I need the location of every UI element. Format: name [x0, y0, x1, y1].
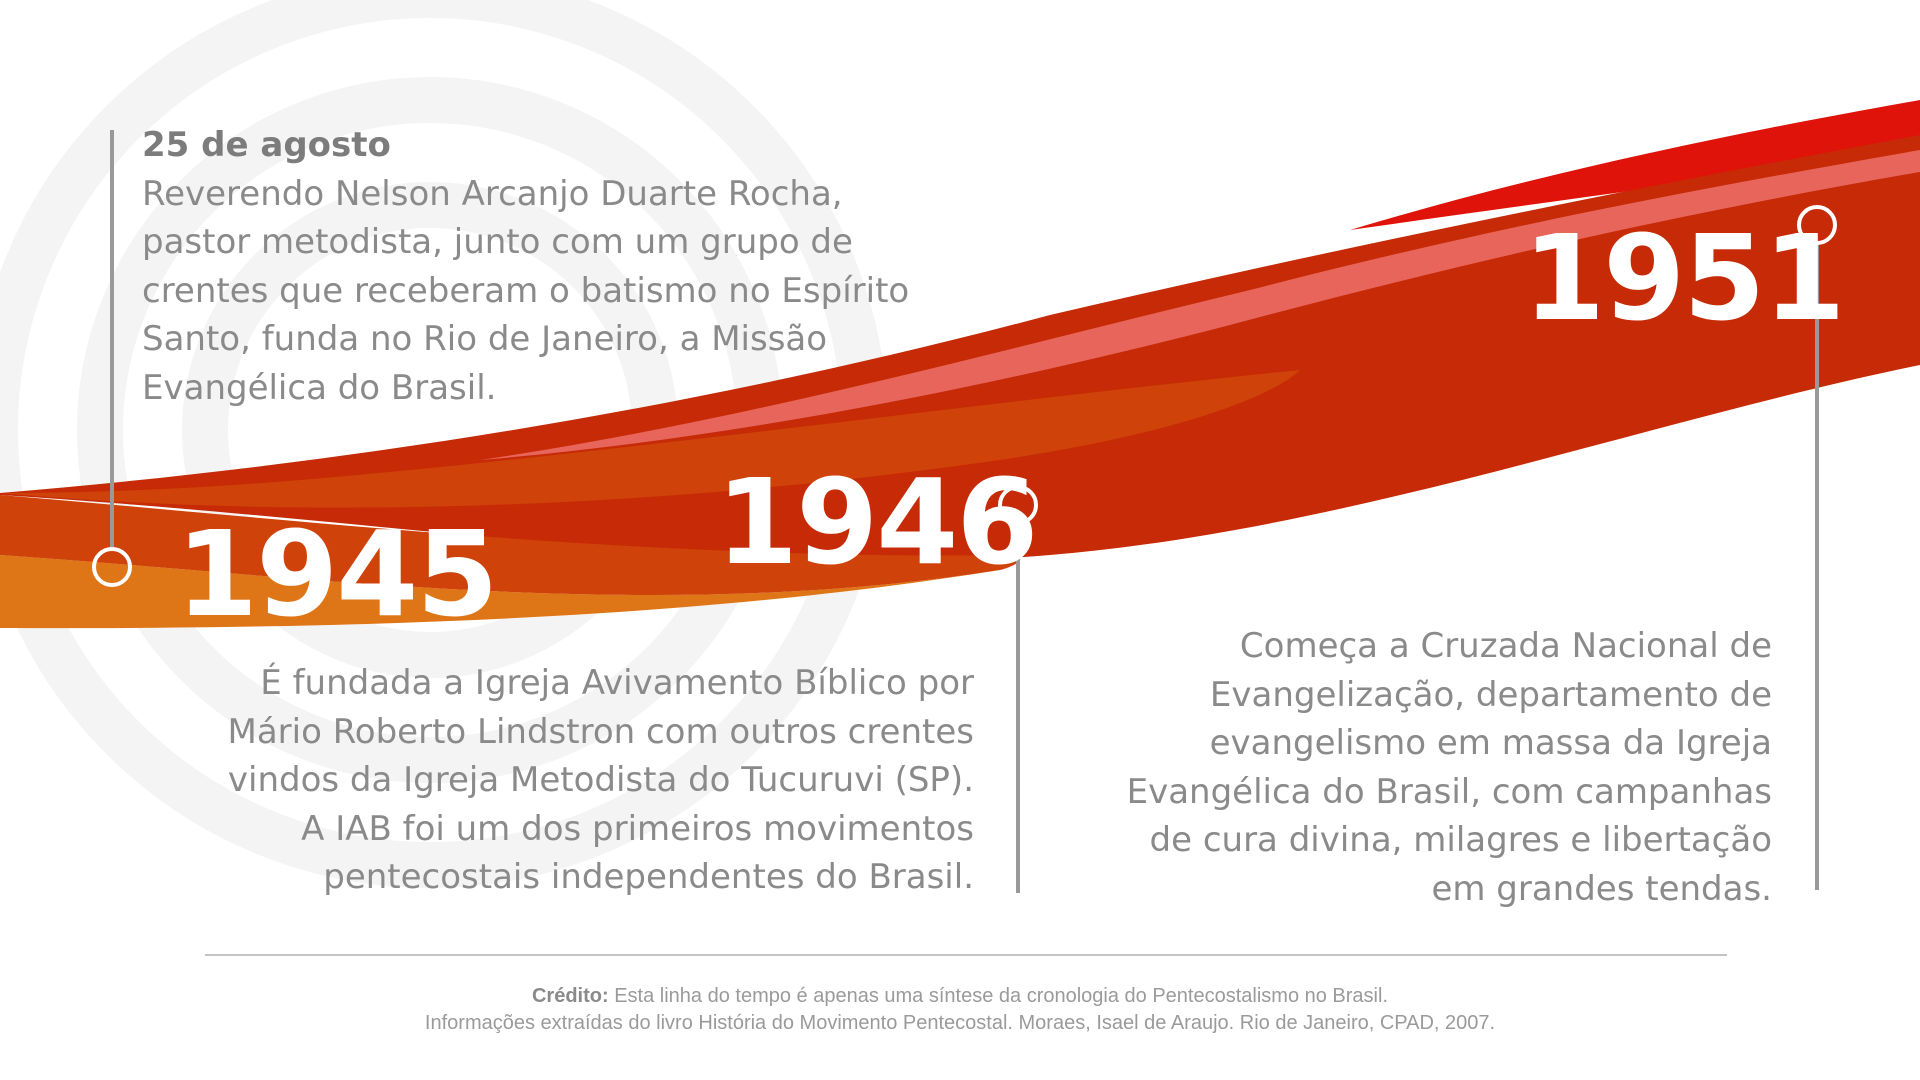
timeline-ribbon	[0, 100, 1920, 629]
ribbon-orange-band	[0, 555, 1000, 629]
event-1951-line-6: em grandes tendas.	[1431, 868, 1772, 909]
year-1946: 1946	[716, 453, 1038, 591]
ribbon-light-red-band	[480, 150, 1920, 460]
event-1946-text: É fundada a Igreja Avivamento Bíblico po…	[100, 659, 975, 902]
event-1945-line-5: Evangélica do Brasil.	[142, 367, 497, 408]
year-1951: 1951	[1523, 209, 1845, 347]
event-1946-line-4: A IAB foi um dos primeiros movimentos	[301, 808, 974, 849]
ribbon-dark-orange-lower	[0, 495, 1021, 595]
footer-divider	[205, 954, 1727, 956]
event-1951-line-5: de cura divina, milagres e libertação	[1149, 820, 1772, 860]
event-1946-line-2: Mário Roberto Lindstron com outros crent…	[227, 711, 975, 752]
event-1946-line-5: pentecostais independentes do Brasil.	[323, 857, 974, 897]
credit-line: Crédito: Esta linha do tempo é apenas um…	[0, 983, 1920, 1010]
footer-credit: Crédito: Esta linha do tempo é apenas um…	[0, 983, 1920, 1037]
event-1951-text: Começa a Cruzada Nacional de Evangelizaç…	[1060, 622, 1772, 913]
marker-1951	[1797, 205, 1837, 890]
event-1946-line-1: É fundada a Igreja Avivamento Bíblico po…	[260, 663, 974, 703]
marker-1945	[92, 130, 132, 587]
year-1945: 1945	[176, 505, 498, 643]
ribbon-dark-orange-band	[0, 370, 1300, 508]
event-1951-line-2: Evangelização, departamento de	[1209, 674, 1772, 715]
event-1951-line-4: Evangélica do Brasil, com campanhas	[1126, 771, 1772, 812]
event-1945-line-1: Reverendo Nelson Arcanjo Duarte Rocha,	[142, 173, 843, 214]
ribbon-bright-red-band	[1350, 100, 1920, 230]
event-1946-line-3: vindos da Igreja Metodista do Tucuruvi (…	[227, 760, 974, 800]
event-1945-line-4: Santo, funda no Rio de Janeiro, a Missão	[142, 319, 828, 359]
source-line: Informações extraídas do livro História …	[424, 1012, 1496, 1034]
ribbon-red-band	[0, 135, 1920, 561]
event-1951-line-1: Começa a Cruzada Nacional de	[1239, 626, 1772, 666]
event-1951-line-3: evangelismo em massa da Igreja	[1209, 723, 1772, 763]
marker-1946	[998, 485, 1038, 893]
credit-label: Crédito:	[531, 985, 609, 1007]
event-1945-date: 25 de agosto	[142, 125, 391, 165]
event-1945-text: 25 de agosto Reverendo Nelson Arcanjo Du…	[142, 121, 1042, 412]
credit-text: Esta linha do tempo é apenas uma síntese…	[614, 985, 1389, 1007]
event-1945-line-3: crentes que receberam o batismo no Espír…	[142, 270, 910, 311]
event-1945-line-2: pastor metodista, junto com um grupo de	[142, 222, 853, 262]
